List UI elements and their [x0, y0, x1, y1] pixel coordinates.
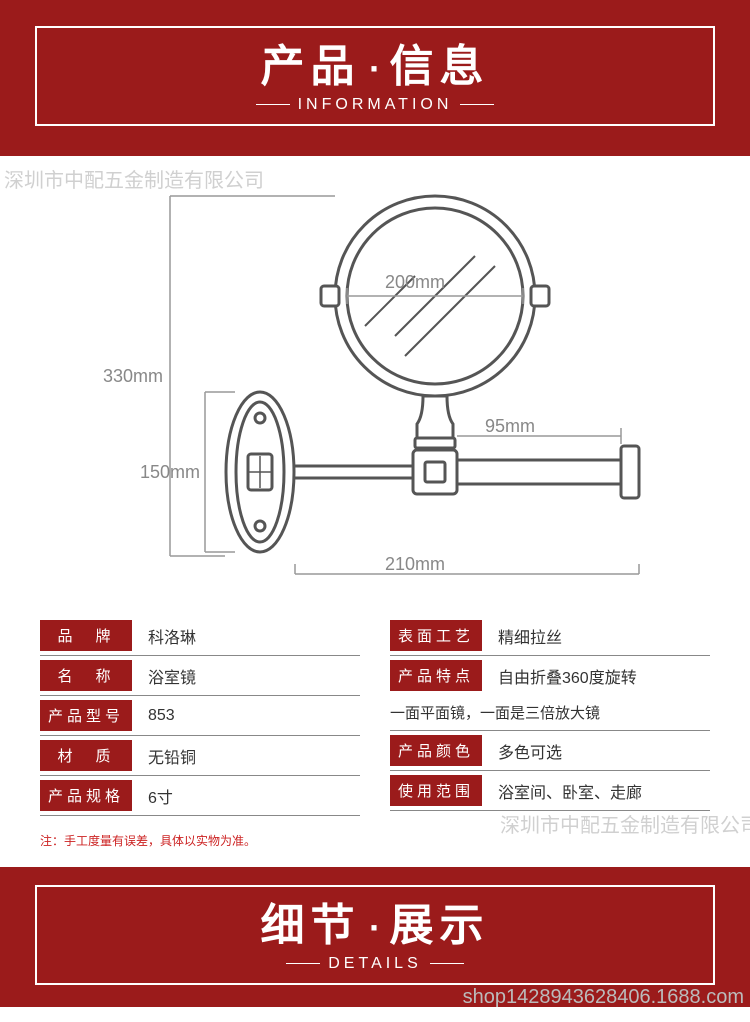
spec-row: 表面工艺 精细拉丝 — [390, 616, 710, 656]
spec-label: 产品规格 — [40, 780, 132, 811]
spec-value: 浴室镜 — [132, 664, 360, 688]
spec-value: 853 — [132, 707, 360, 725]
header-zh-right: 信息 — [389, 42, 489, 91]
spec-row: 产品颜色 多色可选 — [390, 731, 710, 771]
spec-label: 品 牌 — [40, 620, 132, 651]
specs-right-col: 表面工艺 精细拉丝 产品特点 自由折叠360度旋转 一面平面镜，一面是三倍放大镜… — [390, 616, 710, 816]
spec-value: 自由折叠360度旋转 — [482, 664, 710, 688]
header-zh-left: 产品 — [261, 42, 361, 91]
spec-label: 使用范围 — [390, 775, 482, 806]
spec-value: 6寸 — [132, 784, 360, 808]
spec-row: 品 牌 科洛琳 — [40, 616, 360, 656]
measurement-note: 注：手工度量有误差，具体以实物为准。 — [0, 824, 750, 867]
product-diagram: 200mm 330mm 150mm 95mm 210mm — [65, 166, 685, 586]
spec-label: 产品特点 — [390, 660, 482, 691]
footer-zh-left: 细节 — [261, 901, 361, 950]
header-dot: · — [365, 48, 385, 89]
spec-row: 使用范围 浴室间、卧室、走廊 — [390, 771, 710, 811]
specs-left-col: 品 牌 科洛琳 名 称 浴室镜 产品型号 853 材 质 无铅铜 产品规格 6寸 — [40, 616, 360, 816]
dim-arm-len: 210mm — [385, 554, 445, 574]
diagram-area: 深圳市中配五金制造有限公司 — [0, 156, 750, 606]
spec-label: 产品型号 — [40, 700, 132, 731]
spec-value: 多色可选 — [482, 739, 710, 763]
spec-value: 浴室间、卧室、走廊 — [482, 779, 710, 803]
details-header: 细节 · 展示 DETAILS shop1428943628406.1688.c… — [0, 867, 750, 1007]
spec-value-cont: 一面平面镜，一面是三倍放大镜 — [390, 702, 710, 723]
shop-url: shop1428943628406.1688.com — [463, 986, 744, 1009]
spec-value: 科洛琳 — [132, 624, 360, 648]
spec-label: 名 称 — [40, 660, 132, 691]
header-frame: 产品 · 信息 INFORMATION — [35, 26, 715, 126]
spec-row: 产品型号 853 — [40, 696, 360, 736]
spec-row: 材 质 无铅铜 — [40, 736, 360, 776]
footer-zh-right: 展示 — [389, 901, 489, 950]
footer-title-line: 细节 · 展示 — [261, 889, 490, 953]
spec-value: 精细拉丝 — [482, 624, 710, 648]
spec-label: 产品颜色 — [390, 735, 482, 766]
spec-row: 产品规格 6寸 — [40, 776, 360, 816]
spec-row-cont: 一面平面镜，一面是三倍放大镜 — [390, 695, 710, 731]
spec-row: 产品特点 自由折叠360度旋转 — [390, 656, 710, 695]
dim-total-h: 330mm — [103, 366, 163, 386]
header-en: INFORMATION — [248, 96, 503, 114]
dim-mirror: 200mm — [385, 272, 445, 292]
footer-frame: 细节 · 展示 DETAILS — [35, 885, 715, 985]
footer-title: 细节 · 展示 DETAILS — [235, 889, 516, 973]
header-title: 产品 · 信息 INFORMATION — [222, 30, 529, 114]
spec-row: 名 称 浴室镜 — [40, 656, 360, 696]
spec-label: 材 质 — [40, 740, 132, 771]
header-title-line: 产品 · 信息 — [248, 30, 503, 94]
dim-mount-h: 150mm — [140, 462, 200, 482]
footer-en: DETAILS — [261, 955, 490, 973]
dim-arm-fold: 95mm — [485, 416, 535, 436]
info-header: 产品 · 信息 INFORMATION — [0, 0, 750, 156]
spec-label: 表面工艺 — [390, 620, 482, 651]
footer-dot: · — [365, 907, 385, 948]
spec-value: 无铅铜 — [132, 744, 360, 768]
specs-area: 品 牌 科洛琳 名 称 浴室镜 产品型号 853 材 质 无铅铜 产品规格 6寸… — [0, 606, 750, 824]
